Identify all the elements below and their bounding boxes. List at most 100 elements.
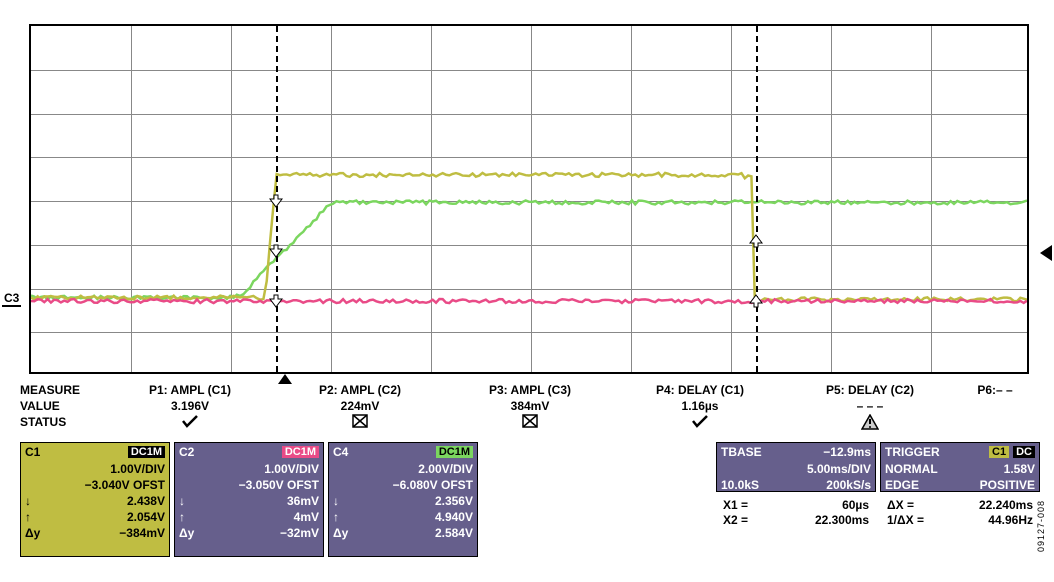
trigger-row: EDGE POSITIVE [885, 477, 1035, 493]
measure-col-p4: P4: DELAY (C1)1.16µs [615, 382, 785, 432]
row-symbol-icon: Δy [333, 525, 348, 541]
measure-status-icon [105, 414, 275, 430]
cursor-arrow-icon [269, 244, 283, 258]
tbase-row: 5.00ms/DIV [721, 461, 871, 477]
row-value: 2.438V [127, 494, 165, 508]
panel-row: 2.00V/DIV [333, 461, 473, 477]
trigger-source-chip: C1 [989, 446, 1009, 458]
c2-coupling-chip: DC1M [282, 446, 319, 458]
trigger-cursor-readout: ΔX = 22.240ms 1/ΔX = 44.96Hz [881, 498, 1039, 528]
row-value: 1.00V/DIV [264, 462, 319, 476]
panel-row: Δy −32mV [179, 525, 319, 541]
readout-label: ΔX = [887, 498, 914, 513]
panel-row: ↓36mV [179, 493, 319, 509]
readout-value: 22.240ms [979, 498, 1033, 513]
readout-label: X1 = [723, 498, 748, 513]
panel-row: 1.00V/DIV [25, 461, 165, 477]
timebase-panel: TBASE−12.9ms 5.00ms/DIV10.0kS200kS/sX1 =… [716, 442, 876, 492]
panel-row: −3.040V OFST [25, 477, 165, 493]
bottom-panels: C1DC1M 1.00V/DIV−3.040V OFST↓2.438V↑2.05… [20, 442, 1040, 557]
tbase-label: TBASE [721, 445, 762, 459]
tbase-delay: −12.9ms [823, 445, 871, 459]
panel-row: ↑2.054V [25, 509, 165, 525]
measure-label: P1: AMPL (C1) [105, 382, 275, 398]
row-left: NORMAL [885, 461, 938, 477]
row-symbol-icon: ↓ [179, 493, 185, 509]
measure-value: 224mV [275, 398, 445, 414]
row-value: −32mV [280, 526, 319, 540]
row-value: −3.050V OFST [239, 478, 319, 492]
row-right: 1.58V [1004, 462, 1035, 476]
waveform-c4 [31, 200, 1027, 299]
cursor-arrow-icon [269, 294, 283, 308]
panel-row: −3.050V OFST [179, 477, 319, 493]
trigger-coupling-chip: DC [1013, 446, 1035, 458]
row-value: 4mV [294, 510, 319, 524]
c2-label: C2 [179, 445, 194, 459]
row-value: −6.080V OFST [393, 478, 473, 492]
cursor-readout-row: ΔX = 22.240ms [881, 498, 1039, 513]
readout-value: 44.96Hz [988, 513, 1033, 528]
panel-row: 1.00V/DIV [179, 461, 319, 477]
panel-row: ↓2.438V [25, 493, 165, 509]
readout-label: 1/ΔX = [887, 513, 924, 528]
panel-row: Δy2.584V [333, 525, 473, 541]
measure-status-icon [615, 414, 785, 430]
waveform-c2 [31, 299, 1027, 303]
waveform-c1 [31, 173, 1027, 302]
panel-row: −6.080V OFST [333, 477, 473, 493]
head-measure: MEASURE [20, 382, 105, 398]
panel-row: ↓ 2.356V [333, 493, 473, 509]
c3-ground-label: C3 [2, 291, 21, 307]
readout-value: 22.300ms [815, 513, 869, 528]
measure-col-p1: P1: AMPL (C1)3.196V [105, 382, 275, 432]
measure-status-icon [275, 414, 445, 430]
cursor-x2[interactable] [756, 26, 758, 372]
measure-col-p6: P6:– – [955, 382, 1035, 432]
row-right: POSITIVE [980, 478, 1035, 492]
measure-col-p3: P3: AMPL (C3)384mV [445, 382, 615, 432]
measure-status-icon [785, 414, 955, 432]
head-value: VALUE [20, 398, 105, 414]
row-left: EDGE [885, 477, 919, 493]
row-symbol-icon: ↑ [333, 509, 339, 525]
panel-row: ↑ 4.940V [333, 509, 473, 525]
trigger-label: TRIGGER [885, 445, 940, 459]
row-symbol-icon: ↓ [333, 493, 339, 509]
cursor-arrow-icon [749, 294, 763, 308]
c1-coupling-chip: DC1M [128, 446, 165, 458]
channel-c2-panel: C2 DC1M 1.00V/DIV −3.050V OFST↓36mV↑4mVΔy −… [174, 442, 324, 557]
trigger-level-marker [1040, 245, 1052, 261]
measure-value: 384mV [445, 398, 615, 414]
measure-label: P4: DELAY (C1) [615, 382, 785, 398]
head-status: STATUS [20, 414, 105, 430]
row-value: 2.054V [127, 510, 165, 524]
row-value: 1.00V/DIV [110, 462, 165, 476]
measure-label: P2: AMPL (C2) [275, 382, 445, 398]
row-value: 2.356V [435, 494, 473, 508]
row-symbol-icon: Δy [179, 525, 194, 541]
measure-value: 3.196V [105, 398, 275, 414]
scope-grid [29, 24, 1029, 374]
cursor-readout-row: X1 =60µs [717, 498, 875, 513]
row-right: 200kS/s [826, 478, 871, 492]
measure-value: 1.16µs [615, 398, 785, 414]
tbase-cursor-readout: X1 =60µsX2 = 22.300ms [717, 498, 875, 528]
measure-head: MEASURE VALUE STATUS [20, 382, 105, 432]
readout-label: X2 = [723, 513, 748, 528]
row-value: 2.00V/DIV [418, 462, 473, 476]
row-left: 10.0kS [721, 477, 759, 493]
trigger-panel: TRIGGERC1DC NORMAL1.58VEDGEPOSITIVEΔX =2… [880, 442, 1040, 492]
row-value: −3.040V OFST [85, 478, 165, 492]
measurement-row: MEASURE VALUE STATUS P1: AMPL (C1)3.196V… [20, 382, 1045, 432]
measure-col-p2: P2: AMPL (C2)224mV [275, 382, 445, 432]
panel-row: ↑4mV [179, 509, 319, 525]
channel-c1-panel: C1DC1M 1.00V/DIV−3.040V OFST↓2.438V↑2.05… [20, 442, 170, 557]
measure-value: – – – [785, 398, 955, 414]
cursor-arrow-icon [269, 194, 283, 208]
c4-coupling-chip: DC1M [436, 446, 473, 458]
row-value: 4.940V [435, 510, 473, 524]
trigger-position-marker [278, 374, 292, 384]
row-right: 5.00ms/DIV [807, 462, 871, 476]
c4-label: C4 [333, 445, 348, 459]
